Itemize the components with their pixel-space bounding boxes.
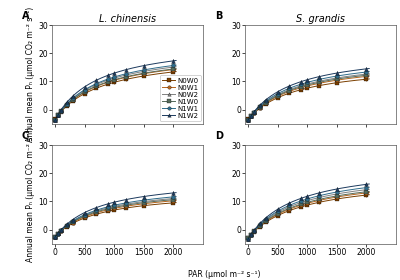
- Text: PAR (μmol m⁻² s⁻¹): PAR (μmol m⁻² s⁻¹): [188, 270, 260, 279]
- Text: D: D: [215, 131, 223, 141]
- Title: S. grandis: S. grandis: [296, 15, 345, 24]
- Text: B: B: [215, 11, 222, 21]
- Legend: N0W0, N0W1, N0W2, N1W0, N1W1, N1W2: N0W0, N0W1, N0W2, N1W0, N1W1, N1W2: [160, 75, 201, 122]
- Text: A: A: [22, 11, 29, 21]
- Y-axis label: Annual mean Pₙ (μmol CO₂ m⁻² s⁻¹): Annual mean Pₙ (μmol CO₂ m⁻² s⁻¹): [26, 7, 35, 142]
- Text: C: C: [22, 131, 29, 141]
- Y-axis label: Annual mean Pₙ (μmol CO₂ m⁻² s⁻¹): Annual mean Pₙ (μmol CO₂ m⁻² s⁻¹): [26, 127, 35, 262]
- Title: L. chinensis: L. chinensis: [99, 15, 156, 24]
